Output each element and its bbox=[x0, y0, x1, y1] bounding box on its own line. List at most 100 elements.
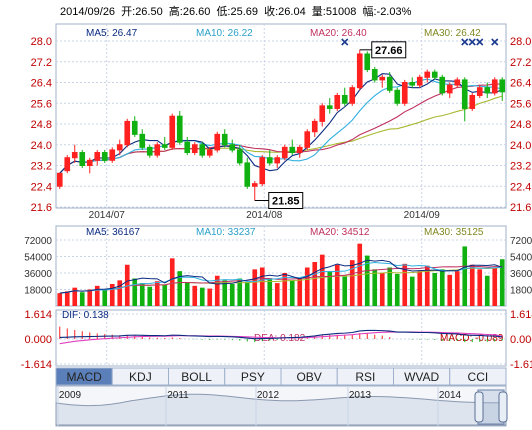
candle bbox=[116, 139, 123, 156]
macd-y-axis: 1.614 1.614 0.000 0.000 -1.614 -1.614 bbox=[21, 309, 532, 371]
volume-tick-left: 36000 bbox=[24, 269, 52, 280]
candle bbox=[266, 149, 273, 166]
macd-tick-right: 1.614 bbox=[510, 309, 532, 321]
candle bbox=[349, 85, 356, 106]
price-tick-right: 26.4 bbox=[510, 78, 531, 90]
tab-wvad[interactable]: WVAD bbox=[393, 367, 451, 386]
volume-bar bbox=[327, 271, 333, 306]
volume-bar bbox=[184, 282, 190, 306]
candle bbox=[416, 74, 423, 88]
volume-bar bbox=[162, 284, 168, 306]
price-x-tick: 2014/08 bbox=[246, 210, 283, 221]
svg-text:CCI: CCI bbox=[468, 370, 489, 384]
price-y-axis: 28.0 28.0 27.2 27.2 26.4 26.4 25.6 25.6 24.8 24.8… bbox=[31, 36, 532, 214]
volume-ma-lines bbox=[59, 259, 503, 294]
volume-bar bbox=[237, 278, 243, 306]
tab-kdj[interactable]: KDJ bbox=[111, 367, 169, 386]
price-tick-left: 21.6 bbox=[31, 202, 52, 214]
volume-bar bbox=[57, 293, 63, 306]
candle bbox=[169, 113, 176, 150]
tab-cci[interactable]: CCI bbox=[449, 367, 507, 386]
candle bbox=[56, 172, 63, 189]
candle bbox=[154, 142, 161, 158]
price-tick-right: 21.6 bbox=[510, 202, 531, 214]
tab-boll[interactable]: BOLL bbox=[168, 367, 226, 386]
tab-psy[interactable]: PSY bbox=[224, 367, 282, 386]
price-ma5-line bbox=[59, 73, 503, 174]
volume-bar bbox=[222, 280, 228, 306]
vol-ma20-label: MA20: 34512 bbox=[310, 227, 370, 238]
vol-ma5-label: MA5: 36167 bbox=[86, 227, 140, 238]
overview-year-label: 2014 bbox=[439, 390, 462, 401]
candle bbox=[289, 139, 296, 156]
svg-text:KDJ: KDJ bbox=[129, 370, 152, 384]
price-tick-left: 27.2 bbox=[31, 57, 52, 69]
volume-bar bbox=[319, 254, 325, 306]
candle bbox=[184, 136, 191, 156]
candle bbox=[304, 129, 311, 150]
candle bbox=[251, 181, 258, 201]
event-marker-icon bbox=[461, 38, 469, 46]
tab-obv[interactable]: OBV bbox=[280, 367, 338, 386]
volume-tick-right: 54000 bbox=[510, 253, 532, 264]
volume-bar bbox=[252, 269, 258, 306]
candle bbox=[334, 92, 341, 112]
candle bbox=[109, 147, 116, 163]
candle bbox=[191, 142, 198, 156]
volume-bar bbox=[289, 280, 295, 306]
price-tick-right: 25.6 bbox=[510, 98, 531, 110]
volume-bar bbox=[342, 276, 348, 306]
candle bbox=[206, 147, 213, 158]
candle bbox=[379, 74, 386, 88]
overview-left-handle[interactable] bbox=[474, 391, 484, 423]
volume-bar bbox=[349, 260, 355, 306]
volume-bar bbox=[304, 267, 310, 306]
volume-bar bbox=[147, 286, 153, 306]
volume-bar bbox=[469, 264, 475, 306]
candle bbox=[409, 77, 416, 88]
volume-bar bbox=[192, 285, 198, 306]
svg-text:MACD: MACD bbox=[66, 370, 102, 384]
volume-bar bbox=[447, 274, 453, 306]
candle bbox=[199, 142, 206, 158]
overview-year-label: 2013 bbox=[349, 390, 372, 401]
volume-bar bbox=[334, 264, 340, 306]
volume-bar bbox=[214, 275, 220, 306]
overview-right-handle[interactable] bbox=[498, 391, 508, 423]
volume-tick-right: 36000 bbox=[510, 269, 532, 280]
volume-bar bbox=[102, 290, 108, 306]
volume-tick-right: 72000 bbox=[510, 236, 532, 247]
candle bbox=[386, 72, 393, 93]
volume-bar bbox=[132, 278, 138, 306]
volume-bars bbox=[57, 243, 505, 306]
candle bbox=[484, 82, 491, 99]
candle bbox=[431, 69, 438, 80]
candle bbox=[394, 87, 401, 106]
candle bbox=[221, 129, 228, 148]
tab-macd[interactable]: MACD bbox=[55, 367, 113, 386]
tab-rsi[interactable]: RSI bbox=[336, 367, 394, 386]
volume-bar bbox=[432, 273, 438, 306]
price-x-axis: 2014/07 2014/08 2014/09 bbox=[89, 210, 441, 221]
price-tick-left: 23.2 bbox=[31, 161, 52, 173]
price-tick-right: 24.0 bbox=[510, 140, 531, 152]
candle bbox=[446, 82, 453, 99]
volume-bar bbox=[124, 264, 130, 306]
svg-text:PSY: PSY bbox=[241, 370, 265, 384]
volume-bar bbox=[364, 255, 370, 306]
candle bbox=[476, 85, 483, 99]
vol-ma10-label: MA10: 33237 bbox=[196, 227, 256, 238]
volume-ma5-line bbox=[59, 259, 503, 294]
volume-tick-left: 18000 bbox=[24, 286, 52, 297]
volume-bar bbox=[492, 267, 498, 306]
volume-bar bbox=[177, 271, 183, 306]
indicator-tabs[interactable]: MACD KDJ BOLL PSY OBV RSI WVAD CCI bbox=[55, 367, 507, 386]
candle bbox=[244, 157, 251, 189]
price-panel bbox=[55, 23, 507, 209]
svg-text:BOLL: BOLL bbox=[181, 370, 212, 384]
candle bbox=[86, 157, 93, 174]
candle bbox=[64, 155, 71, 174]
macd-dif-label: DIF: 0.138 bbox=[62, 310, 109, 321]
vol-ma30-label: MA30: 35125 bbox=[424, 227, 484, 238]
